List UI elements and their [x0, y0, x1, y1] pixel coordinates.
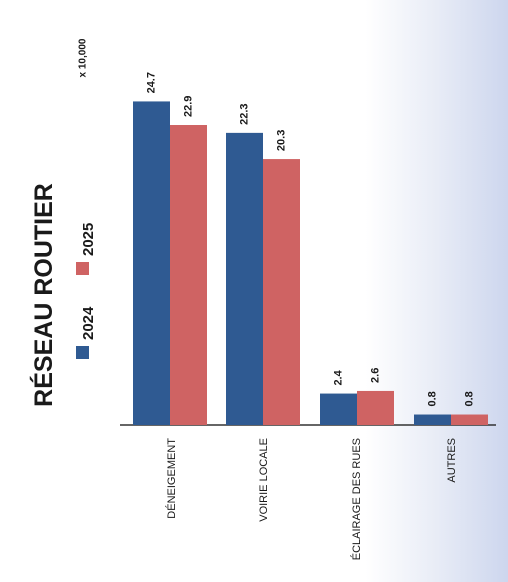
unit-label: x 10,000: [78, 38, 89, 77]
bar-2024-voirie-locale: [226, 132, 263, 425]
value-label-2024-autres: 0.8: [426, 391, 438, 406]
bars: [133, 101, 488, 426]
legend-label-2025: 2025: [80, 223, 97, 256]
legend-swatch-2024: [76, 346, 89, 359]
value-labels: 24.7 22.3 2.4 0.8 22.9 20.3 2.6 0.8: [145, 72, 475, 407]
bar-2025-deneigement: [170, 125, 207, 425]
value-label-2024-voirie-locale: 22.3: [238, 103, 250, 124]
category-label-voirie-locale: VOIRIE LOCALE: [258, 438, 270, 522]
category-label-autres: AUTRES: [446, 438, 458, 483]
bar-2025-autres: [451, 414, 488, 425]
value-label-2025-eclairage-des-rues: 2.6: [369, 368, 381, 383]
legend-swatch-2025: [76, 262, 89, 275]
value-label-2024-deneigement: 24.7: [145, 72, 157, 93]
legend-label-2024: 2024: [80, 306, 97, 340]
value-label-2025-deneigement: 22.9: [182, 96, 194, 117]
bar-2024-eclairage-des-rues: [320, 393, 357, 425]
value-label-2025-voirie-locale: 20.3: [275, 130, 287, 151]
category-label-eclairage-des-rues: ÉCLAIRAGE DES RUES: [350, 438, 363, 560]
bar-2024-deneigement: [133, 101, 170, 426]
value-label-2024-eclairage-des-rues: 2.4: [332, 369, 344, 385]
value-label-2025-autres: 0.8: [463, 391, 475, 406]
bar-2025-voirie-locale: [263, 159, 300, 425]
bar-2025-eclairage-des-rues: [357, 390, 394, 425]
bar-2024-autres: [414, 414, 451, 425]
chart-title: RÉSEAU ROUTIER: [29, 183, 58, 407]
legend: 2024 2025: [76, 223, 97, 359]
category-label-deneigement: DÉNEIGEMENT: [165, 438, 178, 519]
